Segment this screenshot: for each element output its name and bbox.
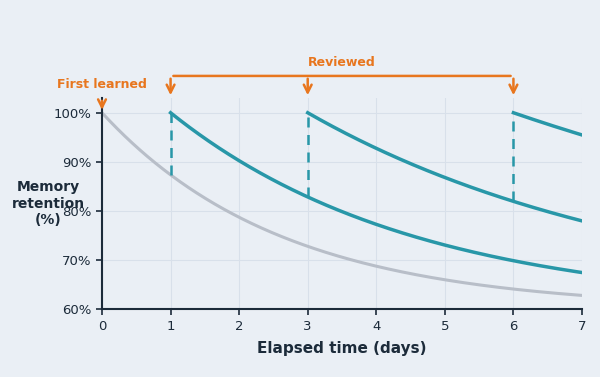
- X-axis label: Elapsed time (days): Elapsed time (days): [257, 341, 427, 356]
- Text: First learned: First learned: [57, 78, 147, 90]
- Text: Reviewed: Reviewed: [308, 55, 376, 69]
- Y-axis label: Memory
retention
(%): Memory retention (%): [11, 180, 85, 227]
